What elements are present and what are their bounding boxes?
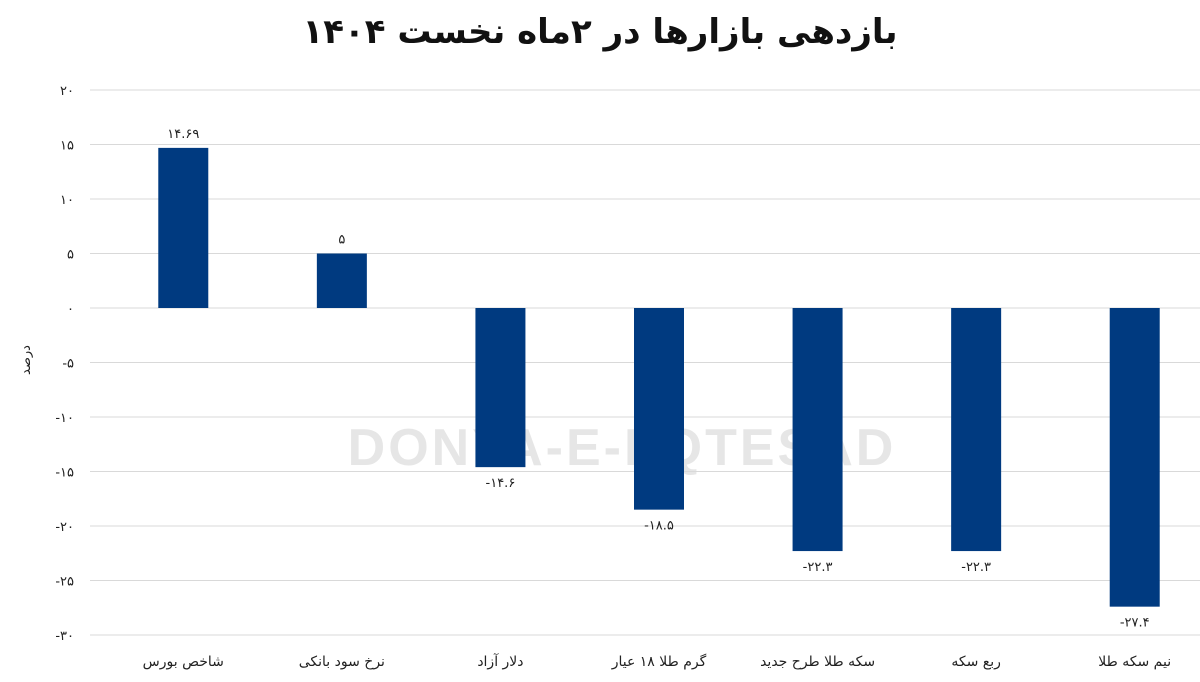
y-tick-label: ۲۰	[60, 84, 74, 99]
x-category-label: دلار آزاد	[477, 653, 523, 670]
x-category-label: گرم طلا ۱۸ عیار	[611, 653, 707, 670]
bar	[951, 308, 1002, 552]
y-tick-label: -۳۰	[55, 629, 74, 644]
bar	[634, 308, 684, 510]
y-tick-label: ۱۵	[60, 139, 74, 154]
bar-value-label: ۵	[338, 233, 345, 248]
y-tick-label: -۵	[62, 357, 74, 372]
y-tick-label: -۲۵	[55, 575, 74, 590]
x-category-label: ربع سکه	[951, 654, 1001, 670]
bar	[316, 253, 367, 308]
bar-value-label: ۱۴.۶۹	[167, 127, 199, 142]
bar-value-label: -۲۲.۳	[803, 560, 833, 575]
bar	[475, 308, 526, 468]
bars	[158, 147, 1160, 607]
bar	[792, 308, 843, 552]
y-axis-label: درصد	[19, 345, 34, 375]
y-tick-label: ۰	[67, 302, 74, 317]
x-axis-categories: شاخص بورس نرخ سود بانکی دلار آزاد گرم طلا ۱…	[143, 653, 1171, 670]
x-category-label: نیم سکه طلا	[1098, 654, 1171, 670]
y-tick-label: -۱۰	[55, 411, 74, 426]
x-category-label: سکه طلا طرح جدید	[760, 654, 875, 670]
y-tick-label: ۱۰	[60, 193, 74, 208]
y-tick-label: -۲۰	[55, 520, 74, 535]
chart-title: بازدهی بازارها در ۲ماه نخست ۱۴۰۴	[302, 12, 898, 52]
x-category-label: نرخ سود بانکی	[299, 654, 385, 670]
y-tick-label: -۱۵	[55, 466, 74, 481]
bar-value-label: -۱۴.۶	[486, 476, 516, 491]
bar-value-label: -۲۷.۴	[1120, 616, 1150, 631]
data-labels: ۱۴.۶۹ ۵ -۱۴.۶ -۱۸.۵ -۲۲.۳ -۲۲.۳ -۲۷.۴	[167, 127, 1149, 631]
bar-value-label: -۲۲.۳	[961, 560, 991, 575]
y-tick-label: ۵	[67, 248, 74, 263]
bar-value-label: -۱۸.۵	[644, 519, 674, 534]
bar	[1109, 308, 1160, 607]
y-axis-ticks: ۲۰ ۱۵ ۱۰ ۵ ۰ -۵ -۱۰ -۱۵ -۲۰ -۲۵ -۳۰	[55, 84, 74, 644]
x-category-label: شاخص بورس	[143, 654, 224, 670]
bar	[158, 147, 209, 308]
